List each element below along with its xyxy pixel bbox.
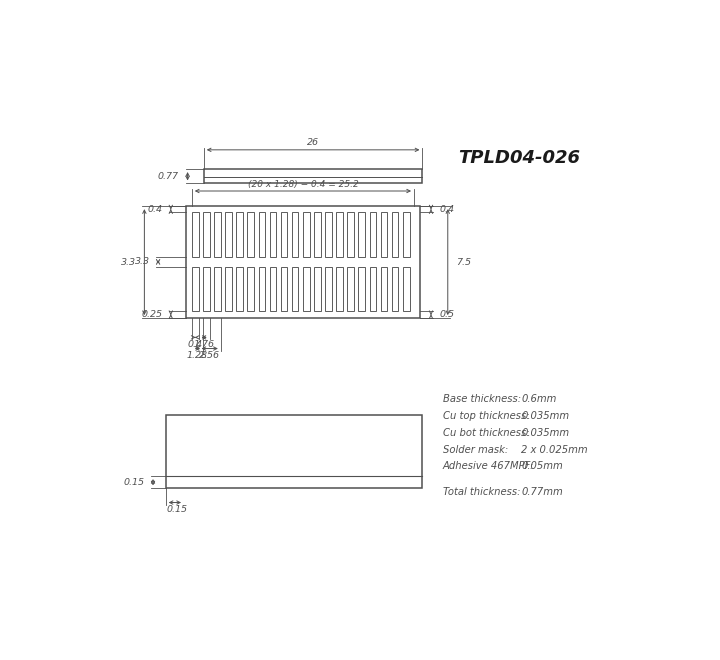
Bar: [347, 267, 354, 312]
Bar: [381, 267, 387, 312]
Bar: [347, 213, 354, 257]
Text: Cu bot thickness:: Cu bot thickness:: [443, 428, 529, 438]
Text: 3.3: 3.3: [135, 257, 150, 267]
Text: (20 x 1.28) − 0.4 = 25.2: (20 x 1.28) − 0.4 = 25.2: [248, 180, 359, 189]
Bar: [403, 213, 410, 257]
Text: 0.15: 0.15: [167, 505, 188, 514]
Text: TPLD04-026: TPLD04-026: [458, 149, 580, 167]
Bar: [258, 213, 265, 257]
Bar: [325, 213, 332, 257]
Bar: [292, 213, 299, 257]
Text: 0.4: 0.4: [439, 205, 454, 214]
Bar: [203, 267, 210, 312]
Bar: [369, 213, 377, 257]
Bar: [236, 213, 243, 257]
Text: 7.5: 7.5: [456, 257, 471, 267]
Text: Base thickness:: Base thickness:: [443, 395, 521, 405]
Text: 0.4: 0.4: [148, 205, 163, 214]
Bar: [314, 267, 320, 312]
Bar: [214, 213, 221, 257]
Bar: [166, 414, 423, 488]
Bar: [403, 267, 410, 312]
Text: 0.6mm: 0.6mm: [521, 395, 557, 405]
Bar: [214, 267, 221, 312]
Text: 2 x 0.025mm: 2 x 0.025mm: [521, 445, 588, 455]
Text: 0.5: 0.5: [439, 310, 454, 319]
Text: 1.28: 1.28: [187, 351, 208, 360]
Text: 1.76: 1.76: [194, 340, 215, 349]
Bar: [269, 213, 276, 257]
Text: 0.25: 0.25: [142, 310, 163, 319]
Bar: [248, 267, 254, 312]
Bar: [359, 267, 365, 312]
Bar: [303, 213, 310, 257]
Text: 0.05mm: 0.05mm: [521, 461, 563, 471]
Bar: [204, 169, 423, 183]
Text: Total thickness:: Total thickness:: [443, 487, 520, 498]
Bar: [269, 267, 276, 312]
Text: Adhesive 467MPF:: Adhesive 467MPF:: [443, 461, 534, 471]
Bar: [186, 206, 420, 318]
Bar: [192, 267, 199, 312]
Bar: [225, 213, 232, 257]
Bar: [314, 213, 320, 257]
Text: 3.3: 3.3: [121, 257, 136, 267]
Text: 2.56: 2.56: [199, 351, 220, 360]
Text: 0.4: 0.4: [188, 340, 203, 349]
Bar: [381, 213, 387, 257]
Bar: [192, 213, 199, 257]
Bar: [303, 267, 310, 312]
Text: 0.77mm: 0.77mm: [521, 487, 563, 498]
Bar: [281, 213, 287, 257]
Bar: [336, 213, 343, 257]
Text: 0.035mm: 0.035mm: [521, 411, 570, 421]
Bar: [325, 267, 332, 312]
Bar: [369, 267, 377, 312]
Text: Solder mask:: Solder mask:: [443, 445, 508, 455]
Text: 0.77: 0.77: [158, 172, 179, 181]
Bar: [248, 213, 254, 257]
Bar: [225, 267, 232, 312]
Text: 0.035mm: 0.035mm: [521, 428, 570, 438]
Bar: [392, 267, 398, 312]
Text: Cu top thickness:: Cu top thickness:: [443, 411, 529, 421]
Bar: [258, 267, 265, 312]
Bar: [392, 213, 398, 257]
Text: 26: 26: [307, 138, 319, 147]
Bar: [359, 213, 365, 257]
Bar: [292, 267, 299, 312]
Bar: [203, 213, 210, 257]
Text: 0.15: 0.15: [124, 478, 145, 486]
Bar: [236, 267, 243, 312]
Bar: [281, 267, 287, 312]
Bar: [336, 267, 343, 312]
